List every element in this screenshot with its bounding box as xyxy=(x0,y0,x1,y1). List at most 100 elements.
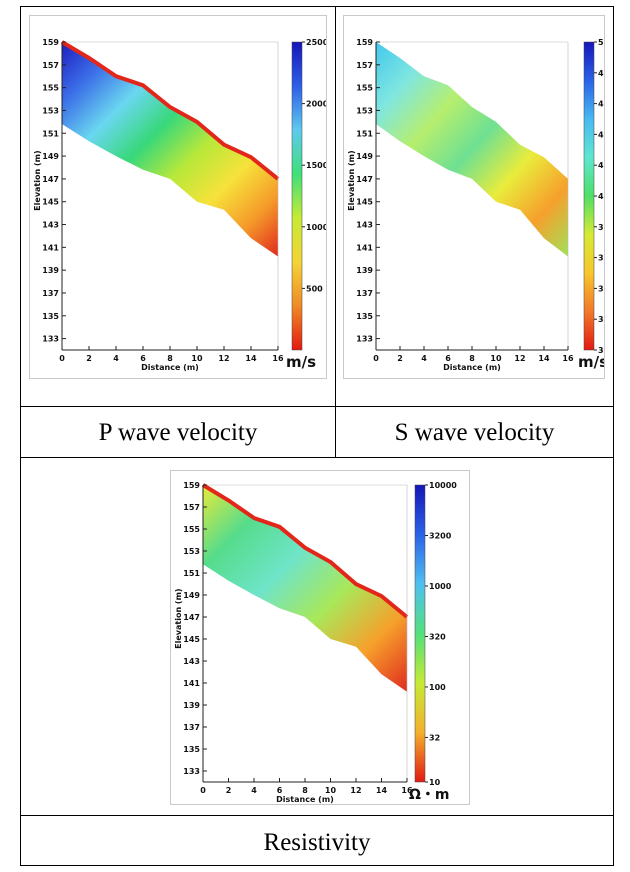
p-wave-plot-panel: 159 157 155 153 151 149 147 145 143 141 139 137 135 1… xyxy=(29,15,329,379)
y-tick-label: 143 xyxy=(356,221,373,230)
x-axis-label: Distance (m) xyxy=(276,795,334,804)
colorbar-tick-label: 460 xyxy=(598,100,604,109)
colorbar-unit: Ω・m xyxy=(409,787,450,803)
x-tick-label: 0 xyxy=(59,354,65,363)
resistivity-plot-panel: 159 157 155 153 151 149 147 145 143 141 139 137 135 1… xyxy=(170,470,470,805)
x-tick-label: 0 xyxy=(200,786,206,795)
y-tick-label: 143 xyxy=(183,657,200,666)
data-region-p xyxy=(62,42,278,257)
x-tick-label: 2 xyxy=(86,354,92,363)
colorbar-tick-label: 420 xyxy=(598,161,604,170)
y-tick-label: 145 xyxy=(183,635,200,644)
s-wave-velocity-chart: 159 157 155 153 151 149 147 145 143 141 139 137 135 1… xyxy=(347,38,615,372)
y-tick-label: 155 xyxy=(356,84,373,93)
y-tick-label: 155 xyxy=(42,84,59,93)
y-tick-label: 153 xyxy=(183,547,200,556)
x-tick-label: 14 xyxy=(538,354,550,363)
y-tick-label: 145 xyxy=(42,198,59,207)
x-tick-label: 8 xyxy=(302,786,308,795)
y-tick-label: 149 xyxy=(42,152,59,161)
x-tick-label: 14 xyxy=(376,786,388,795)
resistivity-chart: 159 157 155 153 151 149 147 145 143 141 139 137 135 1… xyxy=(174,481,457,804)
row-divider xyxy=(21,406,613,407)
x-tick-label: 8 xyxy=(167,354,173,363)
y-tick-label: 143 xyxy=(42,221,59,230)
x-tick-label: 6 xyxy=(277,786,283,795)
y-tick-label: 149 xyxy=(356,152,373,161)
colorbar-tick-label: 2000 xyxy=(306,100,326,109)
x-tick-label: 0 xyxy=(373,354,379,363)
y-tick-label: 151 xyxy=(183,569,200,578)
colorbar-unit: m/s xyxy=(578,353,604,371)
y-tick-label: 151 xyxy=(356,129,373,138)
y-axis-label: Elevation (m) xyxy=(347,150,356,210)
y-tick-label: 139 xyxy=(183,701,200,710)
x-axis-label: Distance (m) xyxy=(141,363,199,372)
x-tick-label: 2 xyxy=(226,786,232,795)
x-tick-label: 4 xyxy=(113,354,119,363)
y-tick-label: 133 xyxy=(183,767,200,776)
figure-table: 159 157 155 153 151 149 147 145 143 141 139 137 135 1… xyxy=(20,6,615,866)
data-region-s xyxy=(376,42,568,257)
surface-edge-p xyxy=(60,40,280,181)
y-tick-label: 151 xyxy=(42,129,59,138)
x-tick-label: 12 xyxy=(350,786,361,795)
x-tick-label: 6 xyxy=(140,354,146,363)
colorbar-tick-label: 1500 xyxy=(306,161,326,170)
column-divider xyxy=(335,7,336,457)
y-tick-label: 135 xyxy=(183,745,200,754)
y-tick-label: 141 xyxy=(356,243,373,252)
y-tick-label: 157 xyxy=(356,61,373,70)
colorbar-tick-label: 480 xyxy=(598,69,604,78)
y-tick-label: 159 xyxy=(356,38,373,47)
colorbar-tick-label: 340 xyxy=(598,284,604,293)
colorbar xyxy=(414,484,426,783)
y-axis-label: Elevation (m) xyxy=(174,588,183,648)
colorbar-tick-label: 500 xyxy=(598,38,604,47)
colorbar-tick-label: 400 xyxy=(598,192,604,201)
x-tick-label: 4 xyxy=(421,354,427,363)
resistivity-caption: Resistivity xyxy=(263,829,371,856)
y-tick-label: 135 xyxy=(42,312,59,321)
y-tick-label: 155 xyxy=(183,525,200,534)
y-tick-label: 141 xyxy=(183,679,200,688)
x-tick-label: 16 xyxy=(272,354,284,363)
y-tick-label: 157 xyxy=(42,61,59,70)
y-tick-label: 153 xyxy=(42,106,59,115)
colorbar-tick-label: 100 xyxy=(429,683,446,692)
x-tick-label: 4 xyxy=(251,786,257,795)
surface-edge-r xyxy=(201,483,409,619)
colorbar-tick-label: 1000 xyxy=(429,582,452,591)
y-tick-label: 133 xyxy=(42,335,59,344)
y-tick-label: 157 xyxy=(183,503,200,512)
x-axis-label: Distance (m) xyxy=(443,363,501,372)
x-tick-label: 6 xyxy=(445,354,451,363)
colorbar-tick-label: 10000 xyxy=(429,481,457,490)
s-wave-caption: S wave velocity xyxy=(394,419,555,446)
x-tick-label: 10 xyxy=(490,354,502,363)
colorbar-tick-label: 32 xyxy=(429,733,440,742)
x-tick-label: 12 xyxy=(218,354,229,363)
y-tick-label: 147 xyxy=(183,613,200,622)
y-tick-label: 137 xyxy=(356,289,373,298)
y-tick-label: 135 xyxy=(356,312,373,321)
y-tick-label: 159 xyxy=(42,38,59,47)
y-tick-label: 139 xyxy=(42,266,59,275)
y-tick-label: 153 xyxy=(356,106,373,115)
colorbar-tick-label: 10 xyxy=(429,778,441,787)
x-tick-label: 2 xyxy=(397,354,403,363)
colorbar-tick-label: 360 xyxy=(598,254,604,263)
p-wave-caption: P wave velocity xyxy=(98,419,258,446)
y-tick-label: 133 xyxy=(356,335,373,344)
y-tick-label: 145 xyxy=(356,198,373,207)
colorbar-tick-label: 500 xyxy=(306,284,323,293)
y-tick-label: 137 xyxy=(183,723,200,732)
x-tick-label: 14 xyxy=(245,354,257,363)
colorbar xyxy=(583,41,595,351)
colorbar-tick-label: 320 xyxy=(598,315,604,324)
row-divider xyxy=(21,815,613,816)
y-tick-label: 149 xyxy=(183,591,200,600)
x-tick-label: 16 xyxy=(562,354,574,363)
x-tick-label: 10 xyxy=(325,786,337,795)
y-tick-label: 141 xyxy=(42,243,59,252)
